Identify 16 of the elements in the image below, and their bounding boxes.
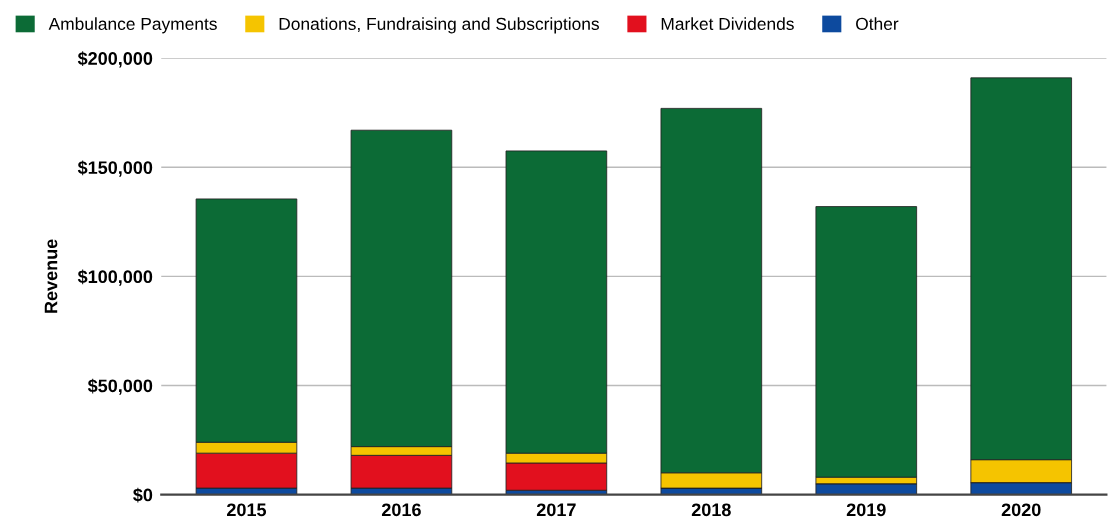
x-tick-label: 2016	[381, 503, 421, 517]
x-tick-label: 2018	[691, 503, 731, 517]
y-tick-label: $200,000	[77, 51, 153, 68]
y-tick-label: $0	[133, 487, 153, 503]
y-tick-label: $100,000	[77, 269, 153, 286]
legend-label: Ambulance Payments	[48, 17, 217, 34]
legend-label: Other	[856, 17, 899, 31]
legend-label: Donations, Fundraising and Subscriptions	[279, 17, 599, 34]
legend-label: Market Dividends	[661, 17, 794, 31]
y-axis-title: Revenue	[44, 239, 58, 313]
x-tick-label: 2015	[227, 503, 267, 517]
x-tick-label: 2017	[536, 503, 576, 517]
y-tick-label: $150,000	[77, 160, 153, 177]
y-tick-label: $50,000	[87, 378, 153, 395]
x-tick-label: 2020	[1001, 503, 1041, 517]
x-tick-label: 2019	[846, 503, 886, 517]
